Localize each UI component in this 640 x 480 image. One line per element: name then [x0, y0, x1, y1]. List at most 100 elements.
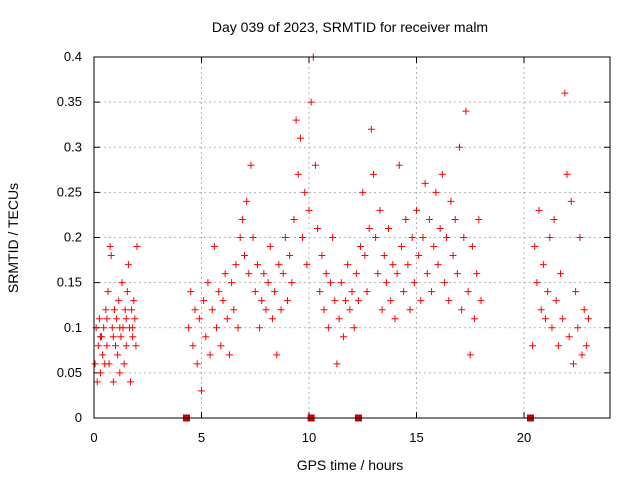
data-point	[376, 206, 384, 214]
data-point	[96, 333, 104, 341]
data-point	[91, 360, 99, 368]
data-point	[565, 333, 573, 341]
data-point	[189, 342, 197, 350]
y-tick-label: 0.1	[64, 320, 82, 335]
data-point	[305, 206, 313, 214]
data-point	[434, 261, 442, 269]
data-point	[580, 306, 588, 314]
data-point	[574, 324, 582, 332]
data-point	[550, 215, 558, 223]
data-point	[185, 324, 193, 332]
data-point	[397, 243, 405, 251]
data-point	[195, 315, 203, 323]
data-point	[129, 333, 137, 341]
data-point	[585, 315, 592, 323]
x-tick-label: 20	[517, 430, 531, 445]
data-point	[93, 378, 101, 386]
data-point	[327, 279, 334, 287]
data-point	[281, 234, 289, 241]
data-point	[124, 261, 132, 269]
data-point	[374, 270, 382, 278]
data-point	[320, 306, 328, 314]
data-point	[103, 342, 111, 350]
data-point	[311, 161, 319, 169]
data-point	[546, 234, 554, 241]
data-point	[443, 234, 451, 241]
data-point	[210, 243, 218, 251]
data-point	[208, 306, 216, 314]
x-axis-ticks: 0 5 10 15 20	[90, 57, 531, 445]
x-axis-label: GPS time / hours	[297, 457, 404, 473]
chart-title: Day 039 of 2023, SRMTID for receiver mal…	[212, 19, 488, 35]
data-point	[533, 279, 541, 287]
data-point	[109, 378, 117, 386]
data-point	[421, 179, 429, 187]
data-point	[578, 351, 586, 359]
y-tick-label: 0.2	[64, 230, 82, 245]
data-point	[204, 279, 212, 287]
data-point	[116, 369, 124, 377]
x-tick-label: 5	[198, 430, 205, 445]
data-point	[447, 197, 455, 205]
plot-frame	[93, 56, 611, 419]
data-point	[436, 224, 444, 232]
data-point	[100, 324, 108, 332]
data-point	[121, 306, 129, 314]
data-point	[389, 261, 397, 269]
data-point	[117, 333, 125, 341]
data-point	[569, 360, 577, 368]
data-point	[123, 288, 131, 296]
data-point	[393, 270, 401, 278]
data-point	[253, 261, 261, 269]
data-point	[104, 288, 112, 296]
y-tick-label: 0.35	[57, 94, 82, 109]
data-point	[122, 315, 130, 323]
data-point	[385, 224, 393, 232]
data-point	[449, 252, 457, 260]
data-point	[110, 306, 118, 314]
data-point	[423, 270, 431, 278]
data-point	[361, 252, 369, 260]
data-point	[296, 134, 304, 142]
data-point	[221, 270, 229, 278]
data-point	[329, 234, 337, 241]
data-point	[290, 215, 298, 223]
data-point	[471, 315, 479, 323]
data-point	[408, 234, 416, 241]
data-point	[559, 315, 567, 323]
data-point	[191, 306, 199, 314]
data-point	[333, 360, 341, 368]
data-point	[109, 333, 117, 341]
data-point	[223, 315, 231, 323]
data-point	[365, 224, 373, 232]
data-point	[372, 234, 380, 241]
data-point	[130, 297, 138, 305]
data-point	[129, 324, 137, 332]
data-point	[539, 261, 547, 269]
data-point	[428, 288, 436, 296]
data-point	[354, 297, 362, 305]
y-axis-label: SRMTID / TECUs	[5, 183, 21, 293]
data-point	[453, 270, 461, 278]
data-point	[198, 387, 205, 395]
data-point	[460, 234, 468, 241]
data-point	[275, 261, 283, 269]
data-point	[391, 315, 399, 323]
data-point	[249, 234, 257, 241]
data-point	[266, 243, 274, 251]
data-point	[103, 315, 111, 323]
data-point	[202, 333, 210, 341]
data-point	[572, 288, 580, 296]
data-point	[102, 306, 110, 314]
data-point	[241, 252, 248, 260]
data-point	[413, 206, 420, 214]
data-point	[529, 342, 537, 350]
data-point	[582, 342, 590, 350]
data-point	[324, 324, 332, 332]
data-point	[106, 243, 114, 251]
data-point	[387, 297, 395, 305]
data-points	[91, 53, 592, 395]
data-point	[245, 270, 253, 278]
data-point	[243, 197, 251, 205]
data-point	[406, 306, 414, 314]
